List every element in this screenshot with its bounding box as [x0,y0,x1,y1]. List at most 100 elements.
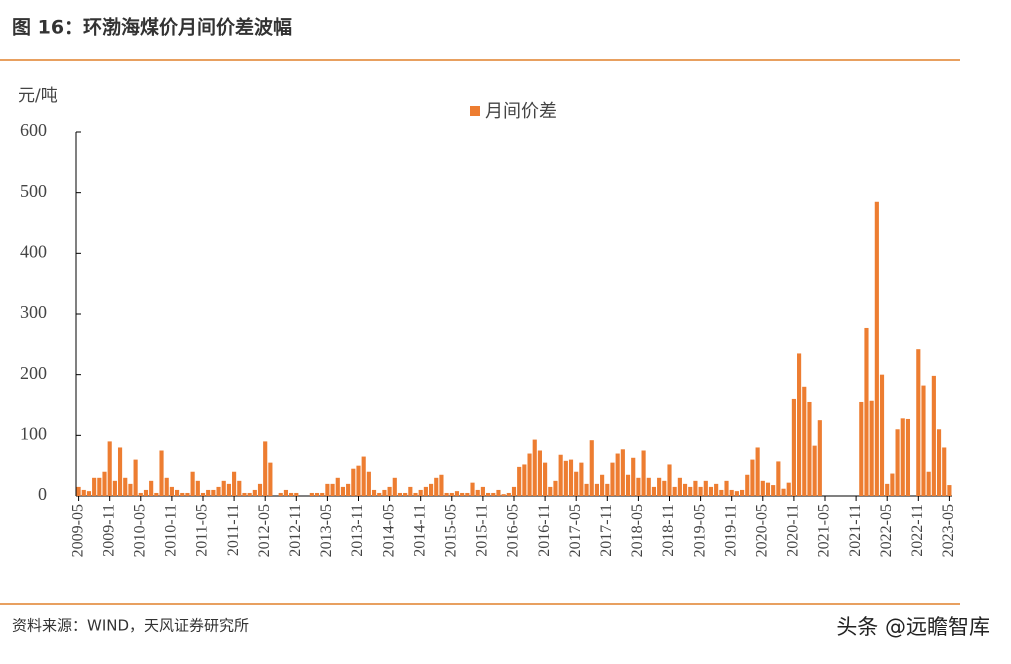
bar [361,456,366,496]
x-tick-label: 2016-11 [536,504,553,557]
x-tick-label: 2023-05 [940,504,957,557]
x-tick-label: 2021-05 [816,504,833,557]
bar [921,385,926,496]
bar [615,453,620,496]
x-tick-label: 2018-11 [660,504,677,557]
bar [434,477,439,496]
x-tick-label: 2015-11 [474,504,491,557]
bar [714,483,719,496]
bar [579,462,584,496]
bar [739,489,745,496]
title: 图 16：环渤海煤价月间价差波幅 [12,16,292,39]
bar [890,473,895,496]
bar [86,491,92,496]
bar [641,450,646,496]
source: 资料来源：WIND，天风证券研究所 [12,617,249,635]
bar [470,482,475,496]
bar [610,462,615,496]
bar [149,480,154,496]
bar [143,489,149,496]
bar [413,492,418,496]
bar [128,483,133,496]
bar [81,489,86,496]
bar [625,474,631,496]
bar [403,492,408,496]
bar [138,492,143,496]
bar [745,474,750,496]
bar [708,486,714,496]
bar [428,483,434,496]
bar [92,477,97,496]
bar [574,471,579,496]
bar [605,483,610,496]
bar [294,492,299,496]
x-tick-label: 2013-11 [349,504,366,557]
bar [584,483,589,496]
x-tick-label: 2021-11 [847,504,864,557]
bar [423,486,428,496]
bar [164,477,169,496]
bar [382,489,387,496]
bar [200,492,206,496]
bar [682,483,688,496]
bar [511,486,517,496]
bar [657,477,662,496]
bar [662,480,667,496]
bar [672,486,677,496]
bar [454,491,460,496]
y-tick-label: 600 [20,120,47,140]
bar [817,420,822,496]
bar [537,450,542,496]
x-tick-label: 2012-11 [287,504,304,557]
bar [558,454,563,496]
bar [340,486,346,496]
x-tick-label: 2010-05 [131,504,148,557]
bar [506,492,511,496]
bar [693,480,698,496]
bar [760,480,765,496]
bar [117,447,123,496]
bar [563,460,568,496]
bar [242,492,247,496]
x-tick-label: 2019-11 [722,504,739,557]
bar [356,465,361,496]
bar [480,486,485,496]
bar [335,477,340,496]
bar [651,486,657,496]
bar [807,401,812,496]
legend-label: 月间价差 [485,101,557,122]
bar [133,459,138,496]
bar [195,480,200,496]
bar [283,489,289,496]
bar [942,447,947,496]
bar [698,486,703,496]
bar [631,457,636,496]
bar [418,489,423,496]
bar [159,450,164,496]
bar [522,464,527,496]
bar [724,480,729,496]
bar [543,462,548,496]
bar [517,466,522,496]
bar [107,441,112,496]
watermark: 头条 @远瞻智库 [836,615,990,639]
bar [667,464,672,496]
bar [387,486,392,496]
bar [553,480,558,496]
bar [776,461,781,496]
x-tick-label: 2011-05 [194,504,211,557]
x-tick-label: 2017-11 [598,504,615,557]
y-tick-label: 300 [20,302,47,322]
x-tick-label: 2014-05 [380,504,397,557]
bar [346,483,351,496]
x-tick-label: 2009-05 [69,504,86,557]
bar [589,440,594,496]
bar [885,483,890,496]
bar [185,492,190,496]
bar [460,492,465,496]
y-tick-label: 500 [20,181,47,201]
bar [895,429,900,496]
x-tick-label: 2020-05 [753,504,770,557]
bar [491,492,496,496]
bar [636,477,641,496]
